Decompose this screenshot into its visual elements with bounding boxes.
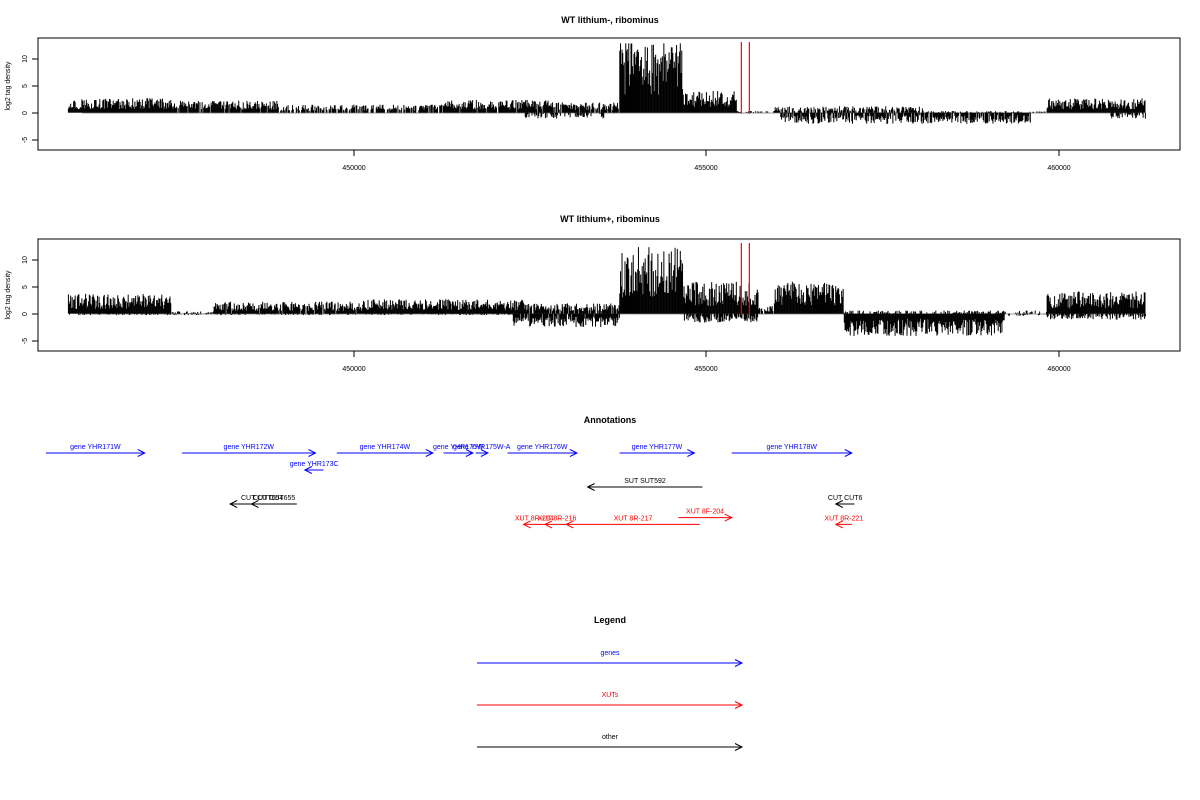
legend-label: genes [600,650,620,657]
feature-label: gene YHR173C [290,461,339,468]
feature-label: CUT CUT654 [241,495,283,502]
feature-label: gene YHR174W [360,444,411,451]
annotations-title: Annotations [584,415,637,425]
density-bars [67,247,1146,336]
annotation-feature: gene YHR175W [433,444,484,457]
feature-label: CUT CUT655 [253,495,295,502]
annotation-feature: gene YHR175W-A [453,444,511,457]
feature-label: XUT 8R-217 [614,515,653,522]
x-axis: 450000 455000 460000 [342,150,1071,172]
feature-arrowhead [565,520,574,529]
feature-arrowhead [522,520,531,529]
y-tick-label: 5 [22,84,29,88]
feature-arrowhead [465,449,475,457]
feature-arrowhead [834,500,844,508]
feature-arrowhead [586,483,595,491]
legend-arrowhead [734,701,744,709]
feature-label: SUT SUT592 [624,478,666,485]
annotation-feature: gene YHR173C [290,461,339,474]
annotation-feature: XUT 8R-216 [538,515,577,529]
y-tick-label: 0 [22,312,29,316]
legend: Legend genes XUTs other [477,615,744,751]
annotation-feature: XUT 8R-217 [565,515,700,529]
density-panel-lithium-minus: WT lithium-, ribominus log2 tag density … [5,15,1181,172]
legend-item: XUTs [477,692,744,709]
legend-item: genes [477,650,744,667]
annotation-feature: SUT SUT592 [586,478,703,491]
density-panel-lithium-plus: WT lithium+, ribominus log2 tag density … [5,214,1181,373]
feature-label: gene YHR176W [517,444,568,451]
annotations-track: Annotations gene YHR171W gene YHR172W gene… [46,415,863,529]
legend-label: XUTs [602,692,619,699]
plot-frame [37,238,1181,352]
legend-items: genes XUTs other [477,650,744,751]
x-tick-label: 455000 [694,165,717,172]
annotation-feature: XUT 8F-204 [678,509,733,522]
x-tick-label: 450000 [342,165,365,172]
feature-label: CUT CUT6 [828,495,863,502]
y-axis-label: log2 tag density [5,61,12,111]
feature-arrowhead [834,520,844,529]
feature-label: gene YHR175W [433,444,484,451]
feature-label: gene YHR171W [70,444,121,451]
annotation-feature: gene YHR172W [182,444,317,457]
feature-label: XUT 8R-216 [538,515,577,522]
feature-arrowhead [687,449,696,457]
annotation-features: gene YHR171W gene YHR172W gene YHR174W gene… [46,444,863,529]
feature-label: gene YHR172W [224,444,275,451]
x-tick-label: 455000 [694,366,717,373]
annotation-feature: gene YHR178W [731,444,853,457]
density-bars [67,43,1146,124]
annotation-feature: gene YHR176W [507,444,579,457]
annotation-feature: gene YHR174W [336,444,435,457]
feature-arrowhead [425,449,435,457]
annotation-feature: XUT 8R-221 [824,515,863,529]
feature-arrowhead [569,449,579,457]
feature-label: XUT 8F-204 [686,509,724,516]
legend-item: other [477,734,744,751]
x-axis: 450000 455000 460000 [342,351,1071,373]
feature-label: gene YHR175W-A [453,444,511,451]
y-axis-label: log2 tag density [5,270,12,320]
legend-label: other [602,734,619,741]
annotation-feature: gene YHR177W [619,444,696,457]
feature-arrowhead [543,520,553,529]
feature-label: XUT 8R-214 [515,515,554,522]
annotation-feature: XUT 8R-214 [515,515,554,529]
y-tick-label: 10 [22,256,29,264]
legend-arrowhead [734,743,744,751]
annotation-feature: CUT CUT655 [250,495,297,508]
y-tick-label: 10 [22,55,29,63]
y-axis: -5 0 5 10 [22,256,39,344]
feature-arrowhead [228,500,238,508]
y-tick-label: -5 [22,137,29,143]
legend-arrowhead [734,659,744,667]
annotation-feature: gene YHR171W [46,444,146,457]
feature-arrowhead [137,449,146,457]
annotation-feature: CUT CUT6 [828,495,863,508]
feature-arrowhead [480,449,489,457]
feature-arrowhead [308,449,317,457]
y-axis: -5 0 5 10 [22,55,39,143]
feature-arrowhead [303,466,313,474]
position-markers [740,42,750,114]
y-tick-label: -5 [22,338,29,344]
x-tick-label: 460000 [1047,165,1070,172]
x-tick-label: 450000 [342,366,365,373]
feature-label: gene YHR177W [632,444,683,451]
panel-title: WT lithium-, ribominus [561,15,659,25]
x-tick-label: 460000 [1047,366,1070,373]
feature-arrowhead [844,449,853,457]
y-tick-label: 0 [22,111,29,115]
position-markers [740,243,750,315]
feature-arrowhead [724,513,733,522]
feature-label: gene YHR178W [767,444,818,451]
y-tick-label: 5 [22,285,29,289]
legend-title: Legend [594,615,626,625]
panel-title: WT lithium+, ribominus [560,214,660,224]
feature-arrowhead [250,500,259,508]
plot-frame [37,37,1181,151]
feature-label: XUT 8R-221 [824,515,863,522]
